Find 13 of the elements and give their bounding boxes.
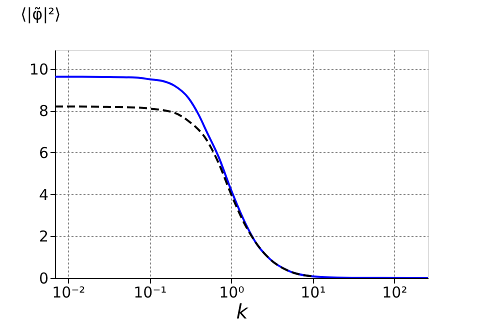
y-tick-label: 10 (29, 60, 48, 78)
y-tick-label: 4 (38, 186, 48, 204)
y-tick-label: 2 (38, 228, 48, 246)
x-tick-label: 10⁰ (219, 284, 244, 302)
x-axis-title: k (236, 300, 250, 324)
y-tick-label: 0 (38, 270, 48, 288)
y-axis-title: ⟨|φ̃|²⟩ (20, 4, 61, 24)
x-tick-label: 10² (382, 284, 408, 302)
y-tick-label: 6 (38, 144, 48, 162)
x-tick-label: 10¹ (300, 284, 326, 302)
x-tick-label: 10⁻¹ (134, 284, 167, 302)
x-tick-label: 10⁻² (52, 284, 86, 302)
y-tick-label: 8 (38, 102, 48, 120)
